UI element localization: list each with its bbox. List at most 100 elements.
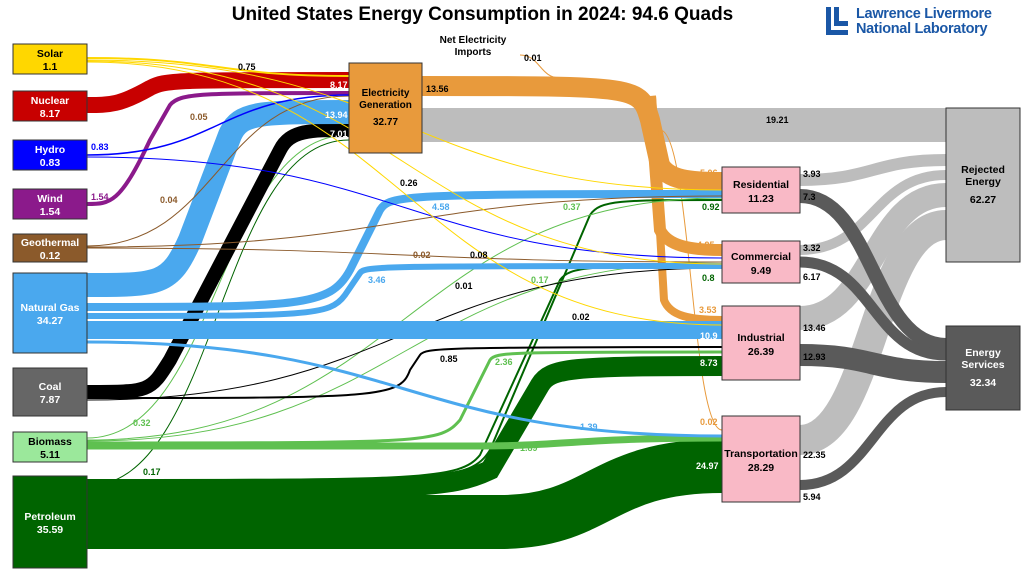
output-value: 62.27 <box>970 194 996 206</box>
flow-label-natural-gas-to-industrial: 10.9 <box>700 331 718 341</box>
flow-biomass-to-residential <box>86 197 723 441</box>
flow-label-petroleum-to-commercial: 0.8 <box>702 273 715 283</box>
sector-name: Residential <box>733 179 789 191</box>
flow-petroleum-to-transportation <box>87 439 723 550</box>
source-name: Solar <box>37 48 63 60</box>
sector-value: 9.49 <box>751 265 772 277</box>
sector-name: Commercial <box>731 251 791 263</box>
source-value: 8.17 <box>40 108 61 120</box>
flow-label-commercial-to-energy-services: 6.17 <box>803 272 821 282</box>
llnl-logo: Lawrence Livermore National Laboratory <box>826 6 1006 38</box>
flow-solar-to-electricity <box>86 57 350 77</box>
flow-commercial-to-rejected <box>799 170 947 255</box>
flow-geothermal-to-electricity <box>86 95 350 247</box>
flow-label-coal-to-electricity-generation: 7.01 <box>330 129 348 139</box>
output-name-line2: Services <box>961 359 1004 371</box>
output-name-line1: Energy <box>965 347 1001 359</box>
llnl-logo-mark-icon <box>826 7 848 35</box>
logo-text-line2: National Laboratory <box>856 21 988 37</box>
net-imports-value: 0.01 <box>524 53 542 63</box>
flow-biomass-to-transportation <box>86 434 723 450</box>
flow-label-petroleum-to-transportation: 24.97 <box>696 461 719 471</box>
flow-label-petroleum-to-residential: 0.92 <box>702 202 720 212</box>
sector-name: Industrial <box>737 332 784 344</box>
flow-transportation-to-rejected <box>797 210 949 455</box>
flow-label-coal-to-industrial: 0.85 <box>440 354 458 364</box>
flow-label-electricity-generation-to-transportation: 0.02 <box>700 417 718 427</box>
flow-residential-to-services <box>799 189 947 352</box>
flow-biomass-to-commercial <box>86 261 723 442</box>
flow-label-biomass-to-transportation: 1.89 <box>520 443 538 453</box>
flow-hydro-to-electricity <box>86 94 350 156</box>
sector-value: 11.23 <box>748 193 774 205</box>
source-value: 1.54 <box>40 206 61 218</box>
flow-label-electricity-out: 13.56 <box>426 84 449 94</box>
flow-label-petroleum-to-industrial: 8.73 <box>700 358 718 368</box>
flow-label-biomass-to-electricity-generation: 0.32 <box>133 418 151 428</box>
flow-label-petroleum-to-electricity-generation: 0.17 <box>143 467 161 477</box>
flow-geothermal-to-residential <box>86 195 723 248</box>
flow-label-natural-gas-to-electricity-generation: 13.94 <box>325 110 348 120</box>
output-name-line1: Rejected <box>961 164 1005 176</box>
source-value: 34.27 <box>37 315 63 327</box>
flow-coal-to-electricity <box>86 123 350 399</box>
flow-label-industrial-to-rejected-energy: 13.46 <box>803 323 826 333</box>
flow-geothermal-to-commercial <box>86 247 723 263</box>
sector-node-residential: Residential 11.23 <box>721 166 801 214</box>
flow-label-electricity-generation-to-residential: 5.06 <box>700 168 718 178</box>
source-value: 7.87 <box>40 394 61 406</box>
flow-petroleum-to-residential <box>86 199 723 483</box>
flow-solar-to-industrial <box>86 61 723 326</box>
flow-label-biomass-to-residential: 0.37 <box>563 202 581 212</box>
chart-title: United States Energy Consumption in 2024… <box>231 4 734 25</box>
source-value: 0.83 <box>40 157 61 169</box>
source-name: Geothermal <box>21 237 79 249</box>
source-value: 5.11 <box>40 449 60 461</box>
flow-label-residential-to-energy-services: 7.3 <box>803 192 816 202</box>
flow-label-biomass-to-commercial: 0.17 <box>531 275 549 285</box>
electricity-name-line1: Electricity <box>362 88 410 99</box>
electricity-name-line2: Generation <box>359 100 412 111</box>
flow-net-imports-to-electricity <box>519 54 561 79</box>
flow-solar-to-commercial <box>86 60 723 265</box>
flow-label-solar-to-commercial: 0.08 <box>470 250 488 260</box>
flow-biomass-to-electricity <box>86 134 350 439</box>
flow-natural-gas-to-electricity <box>86 100 350 297</box>
source-value: 1.1 <box>43 61 58 73</box>
sector-value: 28.29 <box>748 462 774 474</box>
sector-name: Transportation <box>724 448 798 460</box>
flow-nuclear-to-electricity <box>86 72 350 113</box>
flow-label-solar-to-industrial: 0.02 <box>572 312 590 322</box>
logo-text-line1: Lawrence Livermore <box>856 6 992 22</box>
source-name: Coal <box>39 381 62 393</box>
flow-natural-gas-to-residential <box>86 190 723 311</box>
output-value: 32.34 <box>970 377 996 389</box>
flow-label-transportation-to-rejected-energy: 22.35 <box>803 450 826 460</box>
flow-label-natural-gas-to-commercial: 3.46 <box>368 275 386 285</box>
nodes-layer: Solar1.1Nuclear8.17Hydro0.83Wind1.54Geot… <box>12 43 1021 569</box>
flow-label-coal-to-commercial: 0.01 <box>455 281 473 291</box>
sector-node-commercial: Commercial 9.49 <box>721 240 801 284</box>
flow-label-electricity-generation-to-industrial: 3.53 <box>699 305 717 315</box>
flow-label-natural-gas-to-residential: 4.58 <box>432 202 450 212</box>
flow-commercial-to-services <box>799 256 947 361</box>
flow-label-geothermal-to-electricity-generation: 0.05 <box>190 112 208 122</box>
flow-electricity-to-industrial <box>648 95 723 324</box>
flow-label-geothermal-to-commercial: 0.02 <box>413 250 431 260</box>
sector-node-industrial: Industrial 26.39 <box>721 305 801 381</box>
flow-label-solar-to-electricity-generation: 0.75 <box>238 62 256 72</box>
sector-value: 26.39 <box>748 346 774 358</box>
flow-label-electricity-generation-to-commercial: 4.95 <box>697 240 715 250</box>
source-value: 0.12 <box>40 250 61 262</box>
flow-industrial-to-services <box>799 344 947 383</box>
